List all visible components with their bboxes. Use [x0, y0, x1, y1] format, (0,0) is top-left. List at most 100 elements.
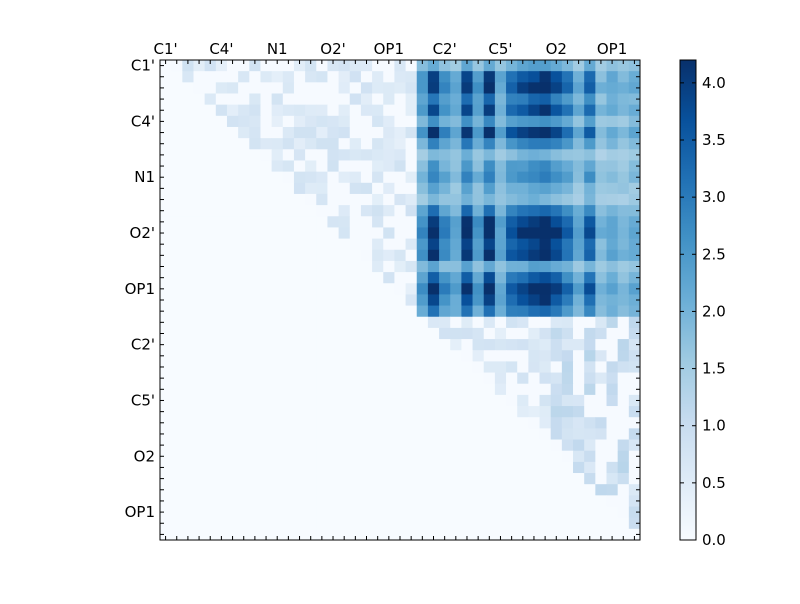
heatmap-cell	[506, 528, 518, 541]
heatmap-cell	[561, 484, 574, 496]
heatmap-cell	[405, 160, 418, 173]
heatmap-cell	[595, 528, 607, 541]
heatmap-cell	[628, 182, 641, 195]
heatmap-cell	[305, 138, 317, 150]
heatmap-cell	[561, 182, 574, 195]
heatmap-cell	[215, 227, 228, 240]
heatmap-cell	[584, 126, 596, 139]
heatmap-cell	[372, 316, 384, 329]
heatmap-cell	[450, 327, 462, 340]
heatmap-cell	[360, 272, 373, 284]
heatmap-cell	[573, 484, 585, 496]
heatmap-cell	[316, 193, 328, 206]
heatmap-cell	[439, 272, 451, 284]
heatmap-cell	[271, 249, 284, 262]
heatmap-cell	[450, 305, 462, 318]
heatmap-cell	[506, 283, 518, 295]
heatmap-cell	[271, 260, 284, 273]
heatmap-cell	[405, 361, 418, 373]
heatmap-cell	[416, 160, 429, 173]
heatmap-cell	[483, 260, 496, 273]
heatmap-cell	[606, 115, 619, 128]
heatmap-cell	[293, 305, 306, 318]
heatmap-cell	[260, 193, 273, 206]
heatmap-cell	[193, 361, 206, 373]
heatmap-cell	[293, 249, 306, 262]
heatmap-cell	[617, 216, 630, 228]
heatmap-cell	[182, 182, 194, 195]
heatmap-cell	[226, 406, 239, 418]
heatmap-cell	[606, 272, 619, 284]
heatmap-cell	[349, 339, 362, 351]
heatmap-cell	[394, 272, 406, 284]
heatmap-cell	[494, 316, 507, 329]
heatmap-cell	[238, 383, 250, 396]
heatmap-cell	[483, 160, 496, 173]
heatmap-cell	[193, 182, 206, 195]
heatmap-cell	[349, 260, 362, 273]
heatmap-cell	[595, 495, 607, 507]
heatmap-cell	[271, 339, 284, 351]
heatmap-cell	[628, 450, 641, 463]
heatmap-cell	[383, 517, 395, 530]
heatmap-cell	[204, 249, 217, 262]
heatmap-cell	[606, 238, 619, 251]
heatmap-cell	[171, 406, 183, 418]
heatmap-cell	[416, 294, 429, 306]
heatmap-cell	[528, 528, 540, 541]
heatmap-cell	[204, 216, 217, 228]
heatmap-cell	[517, 260, 529, 273]
heatmap-cell	[416, 473, 429, 485]
heatmap-cell	[494, 115, 507, 128]
heatmap-cell	[617, 372, 630, 385]
heatmap-cell	[483, 182, 496, 195]
heatmap-cell	[606, 305, 619, 318]
heatmap-cell	[282, 149, 295, 161]
heatmap-cell	[427, 82, 440, 94]
heatmap-cell	[416, 249, 429, 262]
heatmap-cell	[327, 149, 340, 161]
heatmap-cell	[238, 283, 250, 295]
heatmap-cell	[494, 104, 507, 117]
heatmap-cell	[617, 305, 630, 318]
heatmap-cell	[517, 372, 529, 385]
heatmap-cell	[305, 495, 317, 507]
heatmap-cell	[517, 60, 529, 72]
heatmap-cell	[416, 216, 429, 228]
heatmap-cell	[584, 406, 596, 418]
heatmap-cell	[628, 406, 641, 418]
heatmap-cell	[215, 294, 228, 306]
heatmap-cell	[305, 71, 317, 83]
heatmap-cell	[539, 461, 552, 474]
heatmap-cell	[472, 350, 485, 362]
heatmap-cell	[271, 193, 284, 206]
heatmap-cell	[461, 93, 473, 106]
heatmap-cell	[506, 327, 518, 340]
heatmap-cell	[584, 394, 596, 407]
heatmap-cell	[260, 350, 273, 362]
heatmap-cell	[617, 417, 630, 429]
heatmap-cell	[372, 216, 384, 228]
heatmap-cell	[427, 339, 440, 351]
heatmap-cell	[360, 93, 373, 106]
heatmap-cell	[539, 495, 552, 507]
heatmap-cell	[506, 249, 518, 262]
heatmap-cell	[360, 517, 373, 530]
heatmap-cell	[338, 138, 351, 150]
heatmap-cell	[405, 294, 418, 306]
heatmap-cell	[584, 361, 596, 373]
heatmap-cell	[226, 93, 239, 106]
heatmap-cell	[316, 126, 328, 139]
heatmap-cell	[215, 93, 228, 106]
heatmap-cell	[528, 450, 540, 463]
heatmap-cell	[539, 238, 552, 251]
heatmap-cell	[338, 461, 351, 474]
heatmap-cell	[316, 82, 328, 94]
heatmap-cell	[472, 149, 485, 161]
heatmap-cell	[360, 428, 373, 440]
heatmap-cell	[215, 115, 228, 128]
heatmap-cell	[204, 428, 217, 440]
heatmap-cell	[617, 104, 630, 117]
heatmap-cell	[360, 372, 373, 385]
heatmap-cell	[573, 138, 585, 150]
